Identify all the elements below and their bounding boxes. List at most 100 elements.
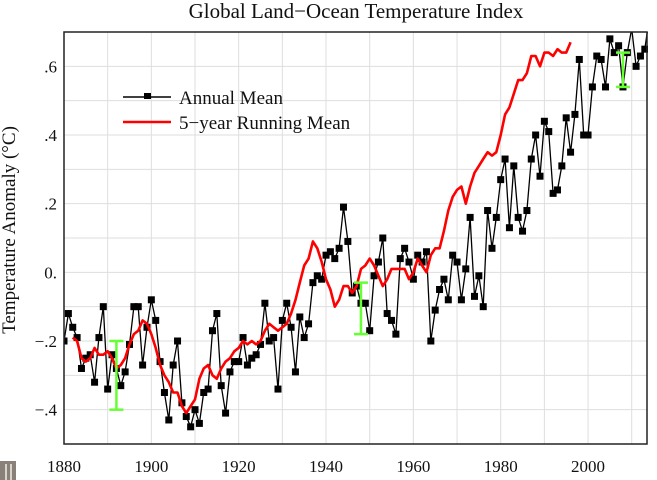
y-tick-label: −.4 — [35, 401, 58, 420]
annual-mean-point — [602, 83, 610, 91]
annual-mean-point — [418, 258, 426, 266]
annual-mean-point — [143, 323, 151, 331]
annual-mean-point — [200, 389, 208, 396]
annual-mean-point — [77, 364, 85, 372]
uncertainty-bar — [615, 51, 630, 89]
annual-mean-point — [208, 327, 216, 335]
annual-mean-point — [519, 227, 527, 235]
annual-mean-point — [265, 337, 273, 345]
annual-mean-point — [471, 292, 479, 300]
annual-mean-point — [606, 35, 614, 43]
y-axis: −.4 −.2 0. .2 .4 .6 — [35, 57, 58, 419]
annual-mean-point — [147, 296, 155, 304]
annual-mean-point — [287, 323, 295, 331]
annual-mean-point — [497, 176, 505, 184]
grip-stripe — [5, 464, 7, 480]
running-mean-line — [71, 41, 572, 415]
annual-mean-point — [523, 207, 531, 215]
annual-mean-point — [396, 255, 404, 263]
annual-mean-point — [553, 186, 561, 194]
annual-mean-point — [139, 361, 147, 369]
annual-mean-point — [344, 237, 352, 245]
annual-mean-point — [152, 316, 160, 324]
annual-mean-point — [243, 361, 251, 369]
chart-title: Global Land−Ocean Temperature Index — [189, 0, 524, 23]
annual-mean-point — [501, 155, 509, 163]
annual-mean-point — [436, 286, 444, 293]
annual-mean-point — [414, 251, 422, 259]
annual-mean-point — [318, 275, 326, 283]
annual-mean-point — [610, 49, 618, 57]
annual-mean-point — [104, 385, 112, 393]
x-axis: 1880 1900 1920 1940 1960 1980 2000 — [47, 457, 605, 476]
annual-mean-point — [636, 52, 644, 60]
annual-mean-point — [475, 272, 483, 280]
uncertainty-bar — [353, 281, 368, 336]
annual-mean-point — [484, 207, 492, 215]
scrollbar-grip[interactable] — [0, 461, 16, 480]
annual-mean-point — [305, 320, 313, 328]
annual-mean-point — [270, 334, 278, 342]
annual-mean-point — [204, 385, 212, 393]
annual-mean-point — [160, 389, 168, 396]
annual-mean-point — [580, 131, 588, 139]
annual-mean-point — [283, 299, 291, 307]
annual-mean-point — [366, 327, 374, 335]
annual-mean-point — [174, 337, 182, 345]
annual-mean-point — [296, 313, 304, 321]
y-axis-label: Temperature Anomaly (°C) — [0, 126, 20, 334]
annual-mean-point — [69, 323, 77, 331]
annual-mean-point — [571, 110, 579, 118]
annual-mean-point — [431, 306, 439, 314]
annual-mean-point — [374, 258, 382, 266]
annual-mean-point — [492, 213, 500, 221]
annual-mean-point — [108, 351, 116, 359]
annual-mean-point — [309, 279, 317, 287]
annual-mean-point — [226, 368, 234, 376]
annual-mean-point — [291, 368, 299, 376]
annual-mean-point — [597, 55, 605, 63]
annual-mean-point — [195, 419, 203, 427]
legend-running-label: 5−year Running Mean — [179, 113, 351, 134]
annual-mean-point — [99, 303, 107, 311]
annual-mean-point — [427, 337, 435, 345]
y-tick-label: .2 — [44, 195, 57, 214]
x-tick-label: 2000 — [571, 457, 605, 476]
annual-mean-point — [575, 55, 583, 63]
uncertainty-bar — [109, 339, 124, 411]
y-tick-label: −.2 — [35, 332, 57, 351]
legend-annual-marker — [144, 93, 151, 99]
annual-mean-point — [361, 299, 369, 307]
annual-mean-point — [466, 213, 474, 221]
annual-mean-point — [479, 303, 487, 311]
annual-mean-point — [388, 316, 396, 324]
annual-mean-point — [641, 45, 648, 53]
annual-mean-point — [82, 354, 90, 362]
annual-mean-point — [331, 255, 339, 263]
annual-mean-point — [567, 148, 575, 156]
grid — [64, 31, 647, 445]
annual-mean-point — [182, 413, 190, 421]
x-tick-label: 1920 — [222, 457, 256, 476]
legend-annual-label: Annual Mean — [179, 88, 283, 109]
annual-mean-point — [449, 251, 457, 259]
annual-mean-point — [392, 330, 400, 338]
x-tick-label: 1880 — [47, 457, 81, 476]
annual-mean-point — [549, 189, 557, 197]
annual-mean-point — [187, 423, 195, 431]
annual-mean-point — [379, 234, 387, 242]
annual-mean-point — [261, 299, 269, 307]
annual-mean-point — [117, 382, 125, 390]
annual-mean-point — [213, 310, 221, 318]
annual-mean-point — [217, 382, 225, 390]
annual-mean-point — [370, 272, 378, 280]
annual-mean-point — [401, 244, 409, 252]
annual-mean-point — [278, 316, 286, 324]
annual-mean-point — [313, 272, 321, 280]
annual-mean-point — [383, 310, 391, 318]
annual-mean-point — [510, 162, 518, 170]
x-tick-label: 1960 — [396, 457, 430, 476]
annual-mean-point — [440, 275, 448, 283]
annual-mean-point — [91, 378, 99, 386]
